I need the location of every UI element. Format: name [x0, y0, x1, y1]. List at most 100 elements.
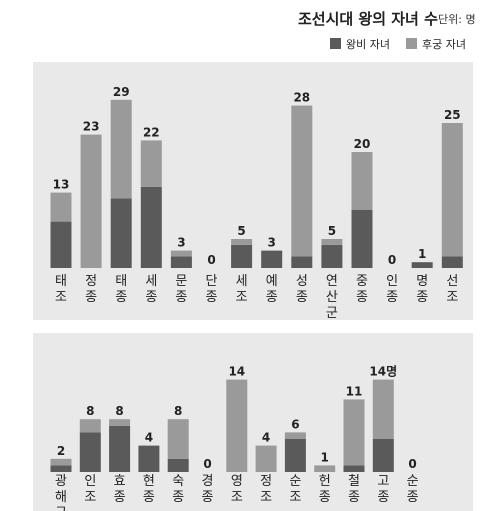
value-label-0-4: 3: [177, 236, 185, 250]
category-label-1-12-1: 종: [407, 490, 419, 505]
category-label-0-2-1: 종: [115, 290, 127, 305]
category-label-0-9-1: 산: [326, 290, 338, 305]
value-label-1-0: 2: [57, 444, 65, 458]
bar-wangbi-1-10: [343, 465, 365, 472]
category-label-0-4-0: 문: [175, 274, 187, 289]
bar-hugung-1-2: [109, 419, 131, 426]
category-label-1-0-1: 해: [55, 490, 67, 505]
category-label-0-1-1: 종: [85, 290, 97, 305]
bar-wangbi-0-8: [291, 256, 313, 268]
category-label-1-4-0: 숙: [172, 474, 184, 489]
value-label-1-2: 8: [115, 404, 123, 418]
category-label-1-5-1: 종: [202, 490, 214, 505]
bar-hugung-0-8: [291, 105, 313, 257]
category-label-0-3-1: 종: [145, 290, 157, 305]
category-label-1-9-0: 헌: [319, 474, 331, 489]
category-label-0-2-0: 태: [115, 274, 127, 289]
bar-hugung-1-0: [50, 458, 72, 466]
bar-hugung-0-1: [80, 134, 102, 268]
category-label-1-4-1: 종: [172, 490, 184, 505]
category-label-0-13-1: 조: [446, 290, 458, 305]
value-label-0-2: 29: [113, 85, 130, 99]
bar-wangbi-0-3: [140, 186, 162, 268]
bar-hugung-0-9: [321, 239, 343, 245]
value-label-1-9: 1: [321, 450, 329, 464]
category-label-0-6-1: 조: [236, 290, 248, 305]
value-label-0-11: 0: [388, 253, 396, 267]
category-label-0-8-0: 성: [296, 274, 308, 289]
value-label-1-3: 4: [145, 431, 153, 445]
bar-wangbi-0-0: [50, 221, 72, 268]
legend-swatch-hugung: [406, 38, 417, 49]
legend-label-wangbi: 왕비 자녀: [346, 38, 390, 51]
category-label-1-7-0: 정: [260, 474, 272, 489]
category-label-1-6-1: 조: [231, 490, 243, 505]
category-label-0-12-0: 명: [416, 274, 428, 289]
chart-plot-bottom: 2 광해군 8 인조 8 효종 4 현종 8 숙종 0 경종 14 영조 4 정조 6 순조 1 헌종 11 철종 14명고…: [50, 365, 419, 511]
category-label-1-3-1: 종: [143, 490, 155, 505]
unit-label: 단위: 명: [438, 13, 476, 26]
value-label-0-12: 1: [418, 247, 426, 261]
category-label-0-12-1: 종: [416, 290, 428, 305]
chart-plot-top: 13 태조 23 정종 29 태종 22 세종 3 문종 0 단종 5 세조 3 예종 28 성종 5 연산군 20 중종…: [50, 85, 463, 320]
bar-hugung-1-4: [167, 419, 189, 459]
bar-wangbi-0-2: [110, 198, 132, 268]
bar-wangbi-0-10: [351, 210, 373, 268]
bar-wangbi-0-6: [231, 244, 253, 268]
value-label-0-9: 5: [328, 224, 336, 238]
value-label-0-6: 5: [237, 224, 245, 238]
bar-wangbi-0-13: [441, 256, 463, 268]
bar-hugung-1-11: [372, 379, 394, 439]
category-label-1-11-0: 고: [377, 474, 389, 489]
category-label-0-10-1: 종: [356, 290, 368, 305]
chart-panel-top: 13 태 조 23 정 종 29 태 종 22 세 종 3 문 종 0 단 종 5 세 조 3 예 종 28 성 종 5 연 산 군 20 중 종…: [33, 62, 473, 320]
bar-hugung-0-6: [231, 239, 253, 245]
category-label-0-11-1: 종: [386, 290, 398, 305]
category-label-1-12-0: 순: [407, 474, 419, 489]
value-label-1-1: 8: [86, 404, 94, 418]
value-label-1-6: 14: [228, 365, 245, 379]
category-label-0-9-0: 연: [326, 274, 338, 289]
bar-hugung-0-0: [50, 192, 72, 222]
category-label-0-4-1: 종: [175, 290, 187, 305]
bar-hugung-1-1: [79, 419, 101, 433]
legend-swatch-wangbi: [330, 38, 341, 49]
category-label-1-2-1: 종: [114, 490, 126, 505]
category-label-0-7-1: 종: [266, 290, 278, 305]
value-label-0-13: 25: [444, 108, 461, 122]
bar-wangbi-1-11: [372, 439, 394, 472]
bar-wangbi-1-1: [79, 432, 101, 472]
category-label-1-2-0: 효: [114, 474, 126, 489]
value-label-0-8: 28: [293, 91, 310, 105]
chart-panel-bottom: 2 광해군 8 인조 8 효종 4 현종 8 숙종 0 경종 14 영조 4 정조 6 순조 1 헌종 11 철종 14명고…: [33, 333, 473, 511]
value-label-1-5: 0: [203, 457, 211, 471]
value-label-1-8: 6: [291, 417, 299, 431]
category-label-0-5-0: 단: [206, 274, 218, 289]
category-label-0-10-0: 중: [356, 274, 368, 289]
value-label-0-3: 22: [143, 125, 160, 139]
category-label-0-6-0: 세: [236, 274, 248, 289]
bar-wangbi-0-7: [261, 250, 283, 268]
category-label-1-9-1: 종: [319, 490, 331, 505]
category-label-1-7-1: 조: [260, 490, 272, 505]
category-label-1-1-1: 조: [84, 490, 96, 505]
bar-hugung-1-9: [314, 465, 336, 472]
bar-wangbi-1-8: [284, 439, 306, 472]
category-label-1-0-0: 광: [55, 474, 67, 489]
category-label-1-0-2: 군: [55, 506, 67, 511]
bar-hugung-1-8: [284, 432, 306, 439]
bar-hugung-1-6: [226, 379, 248, 472]
category-label-1-3-0: 현: [143, 474, 155, 489]
category-label-0-8-1: 종: [296, 290, 308, 305]
category-label-0-7-0: 예: [266, 274, 278, 289]
category-label-0-11-0: 인: [386, 274, 398, 289]
bar-hugung-0-3: [140, 140, 162, 187]
bar-hugung-0-13: [441, 123, 463, 257]
value-label-1-10: 11: [346, 384, 363, 398]
bar-wangbi-1-4: [167, 458, 189, 472]
value-label-0-7: 3: [268, 236, 276, 250]
legend-item-hugung: 후궁 자녀: [406, 36, 466, 52]
bar-wangbi-0-12: [411, 262, 433, 268]
bar-wangbi-1-0: [50, 465, 72, 472]
category-label-1-10-1: 종: [348, 490, 360, 505]
